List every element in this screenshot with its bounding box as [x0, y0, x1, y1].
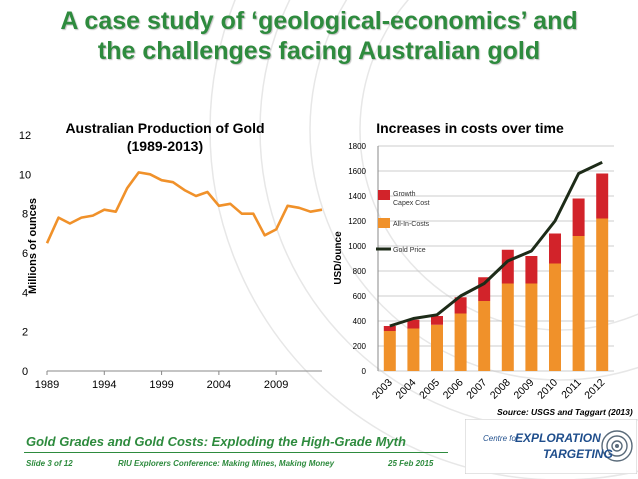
logo-line-1: Centre for — [483, 434, 519, 443]
legend-label-growth-capex-line2: Capex Cost — [393, 200, 430, 207]
right-chart-bar-all-in-costs — [431, 324, 443, 371]
source-note: Source: USGS and Taggart (2013) — [497, 407, 633, 417]
left-chart-xtick-label: 1989 — [35, 379, 59, 391]
left-chart-xtick-label: 2009 — [264, 379, 288, 391]
right-chart-ytick-label: 0 — [362, 367, 367, 376]
right-chart-ytick-label: 400 — [353, 317, 367, 326]
left-chart-ytick-label: 6 — [22, 248, 28, 260]
right-chart-bar-all-in-costs — [572, 236, 585, 371]
logo-line-2: EXPLORATION — [515, 431, 601, 445]
footer-divider — [24, 452, 448, 453]
legend-label-all-in-costs: All-In-Costs — [393, 221, 430, 228]
right-chart-ytick-label: 200 — [353, 342, 367, 351]
right-chart-ytick-label: 600 — [353, 292, 367, 301]
left-chart-xtick-label: 1994 — [92, 379, 116, 391]
right-chart-title: Increases in costs over time — [376, 120, 564, 136]
right-chart-ytick-label: 800 — [353, 267, 367, 276]
left-chart-ytick-label: 8 — [22, 209, 28, 221]
left-chart-ytick-label: 12 — [19, 130, 31, 142]
right-chart-bar-all-in-costs — [596, 218, 609, 371]
logo-line-3: TARGETING — [543, 447, 613, 461]
right-chart-bar-growth-capex — [383, 326, 396, 331]
legend-swatch-growth-capex — [378, 190, 390, 200]
right-chart-bar-all-in-costs — [525, 283, 538, 371]
right-chart-bar-all-in-costs — [407, 328, 420, 371]
right-chart-xtick-label: 2004 — [394, 377, 419, 402]
right-chart-bar-growth-capex — [572, 198, 585, 236]
right-chart-bar-growth-capex — [431, 316, 443, 325]
right-chart-bar-all-in-costs — [383, 331, 396, 371]
slide-title: A case study of ‘geological-economics’ a… — [0, 6, 638, 66]
logo — [465, 419, 637, 474]
left-chart-ytick-label: 2 — [22, 327, 28, 339]
footer-title: Gold Grades and Gold Costs: Exploding th… — [26, 434, 406, 449]
right-chart-bar-all-in-costs — [478, 301, 491, 371]
left-chart-ytick-label: 0 — [22, 366, 28, 378]
right-chart-xtick-label: 2003 — [370, 377, 395, 402]
left-chart-xtick-label: 1999 — [149, 379, 173, 391]
right-chart-bar-growth-capex — [525, 256, 538, 284]
footer-slide-number: Slide 3 of 12 — [26, 459, 73, 468]
slide-title-line-2: the challenges facing Australian gold — [97, 37, 541, 65]
left-chart-title: Australian Production of Gold — [65, 120, 264, 136]
right-chart-bar-all-in-costs — [501, 283, 514, 371]
right-chart-ytick-label: 1200 — [348, 217, 366, 226]
right-chart-ylabel: USD/ounce — [333, 231, 344, 285]
right-chart-bar-all-in-costs — [549, 263, 561, 371]
legend-label-growth-capex-line1: Growth — [393, 191, 416, 198]
right-chart-xtick-label: 2007 — [464, 377, 489, 402]
right-chart-ytick-label: 1400 — [348, 192, 366, 201]
right-chart-xtick-label: 2010 — [535, 377, 560, 402]
left-chart-ylabel: Millions of ounces — [27, 198, 39, 294]
footer-conference: RIU Explorers Conference: Making Mines, … — [118, 459, 335, 468]
right-chart-gold-price-line — [389, 160, 603, 328]
right-chart-bar-growth-capex — [407, 319, 420, 329]
right-chart-xtick-label: 2012 — [582, 377, 607, 402]
right-chart-xtick-label: 2006 — [441, 377, 466, 402]
right-chart-bar-growth-capex — [454, 297, 467, 314]
legend-label-gold-price: Gold Price — [393, 247, 426, 254]
right-chart-ytick-label: 1800 — [348, 142, 366, 151]
left-chart-ytick-label: 10 — [19, 169, 31, 181]
right-chart-bar-growth-capex — [478, 277, 491, 301]
right-chart-xtick-label: 2008 — [488, 377, 513, 402]
slide-title-line-1: A case study of ‘geological-economics’ a… — [60, 7, 578, 35]
left-chart-subtitle: (1989-2013) — [127, 138, 203, 154]
right-chart-bar-growth-capex — [596, 173, 609, 219]
right-chart-ytick-label: 1000 — [348, 242, 366, 251]
left-chart-xtick-label: 2004 — [207, 379, 231, 391]
right-chart-xtick-label: 2011 — [559, 377, 584, 402]
target-icon — [601, 430, 633, 462]
right-chart-bar-growth-capex — [549, 233, 561, 264]
legend-swatch-all-in-costs — [378, 218, 390, 228]
right-chart-ytick-label: 1600 — [348, 167, 366, 176]
right-chart-xtick-label: 2009 — [512, 377, 537, 402]
right-chart-bar-all-in-costs — [454, 313, 467, 371]
footer-date: 25 Feb 2015 — [388, 459, 434, 468]
right-chart-xtick-label: 2005 — [417, 377, 442, 402]
left-chart-production-line — [45, 171, 323, 244]
left-chart-ytick-label: 4 — [22, 287, 28, 299]
